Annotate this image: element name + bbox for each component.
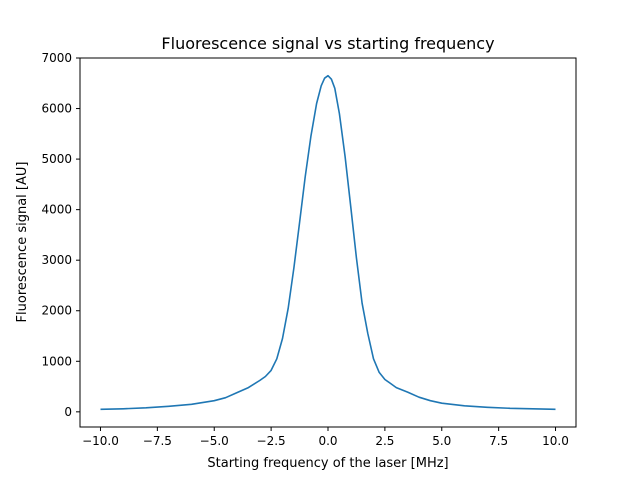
x-tick-label: 0.0 xyxy=(318,434,337,448)
y-tick-label: 4000 xyxy=(41,203,72,217)
y-tick-label: 5000 xyxy=(41,152,72,166)
y-tick-label: 2000 xyxy=(41,304,72,318)
x-axis-label: Starting frequency of the laser [MHz] xyxy=(207,456,448,471)
x-tick-label: −2.5 xyxy=(257,434,286,448)
x-tick-label: −7.5 xyxy=(143,434,172,448)
plot-area xyxy=(100,74,556,411)
y-tick-label: 6000 xyxy=(41,102,72,116)
y-axis-ticks: 0 1000 2000 3000 4000 5000 6000 7000 xyxy=(41,51,80,419)
x-tick-label: 7.5 xyxy=(489,434,508,448)
y-tick-label: 3000 xyxy=(41,253,72,267)
chart-title: Fluorescence signal vs starting frequenc… xyxy=(161,34,494,53)
x-tick-label: 10.0 xyxy=(542,434,569,448)
y-tick-label: 0 xyxy=(64,405,72,419)
x-tick-label: 2.5 xyxy=(375,434,394,448)
y-tick-label: 7000 xyxy=(41,51,72,65)
x-tick-label: −5.0 xyxy=(200,434,229,448)
x-axis-ticks: −10.0 −7.5 −5.0 −2.5 0.0 2.5 5.0 7.5 10.0 xyxy=(82,427,569,448)
x-tick-label: −10.0 xyxy=(82,434,119,448)
x-tick-label: 5.0 xyxy=(432,434,451,448)
series-line xyxy=(100,74,556,411)
y-axis-label: Fluorescence signal [AU] xyxy=(15,162,30,323)
y-tick-label: 1000 xyxy=(41,354,72,368)
